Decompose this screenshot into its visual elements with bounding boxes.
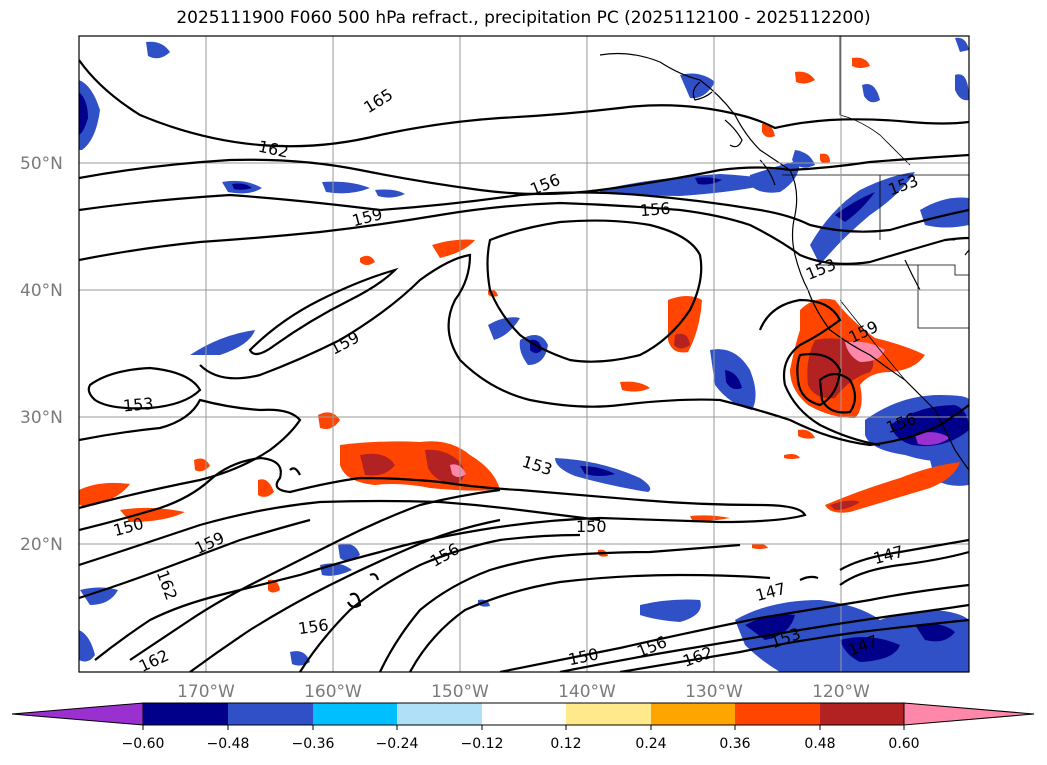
colorbar-tick: −0.36 [292,736,335,752]
contour-label: 150 [576,517,607,536]
lat-label-50n: 50°N [20,154,63,174]
plot-area: 165 162 156 156 159 153 153 159 159 153 … [79,36,969,672]
colorbar-tick: 0.36 [719,736,750,752]
lon-label-170w: 170°W [177,682,235,702]
colorbar-segment [651,703,735,725]
colorbar-tick: 0.48 [804,736,835,752]
colorbar-tick: −0.48 [207,736,250,752]
lat-label-20n: 20°N [20,535,63,555]
lat-label-30n: 30°N [20,408,63,428]
lon-label-130w: 130°W [685,682,743,702]
colorbar-tick: 0.24 [635,736,666,752]
lat-label-40n: 40°N [20,281,63,301]
colorbar-extend-low [11,702,144,726]
lon-label-160w: 160°W [304,682,362,702]
refractivity-contours [79,59,969,672]
map-title: 2025111900 F060 500 hPa refract., precip… [176,8,871,28]
colorbar-segment [313,703,397,725]
colorbar-segment [735,703,820,725]
coastlines [599,52,969,471]
colorbar-tick: 0.12 [550,736,581,752]
lon-label-120w: 120°W [812,682,870,702]
colorbar-segment [566,703,651,725]
colorbar-tick: 0.60 [888,736,919,752]
colorbar-tick: −0.60 [122,736,165,752]
colorbar-segment [397,703,482,725]
colorbar-extend-high [903,702,1035,726]
contour-label: 156 [639,199,671,221]
colorbar-segment [228,703,313,725]
colorbar: −0.60 −0.48 −0.36 −0.24 −0.12 0.12 0.24 … [11,702,1035,752]
contour-label: 153 [122,394,154,416]
colorbar-segment [482,703,566,725]
colorbar-segment [143,703,228,725]
negative-pc-shading [79,37,969,672]
lon-label-150w: 150°W [431,682,489,702]
colorbar-tick: −0.24 [376,736,419,752]
plot-frame [78,35,970,673]
graticule [79,36,969,672]
colorbar-tick: −0.12 [461,736,504,752]
contour-label: 156 [297,615,330,638]
lon-label-140w: 140°W [558,682,616,702]
colorbar-segment [820,703,904,725]
